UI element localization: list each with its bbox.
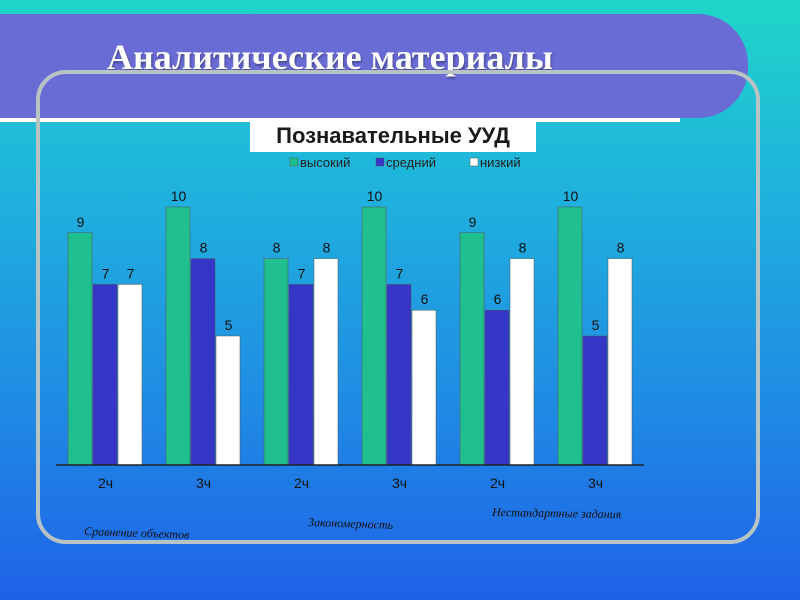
value-label-низкий-1: 7	[127, 265, 135, 281]
bar-средний-2	[190, 258, 216, 466]
bar-средний-1	[92, 284, 118, 466]
legend: высокий средний низкий	[289, 155, 521, 170]
bar-средний-4	[386, 284, 412, 466]
legend-label-средний: средний	[386, 155, 436, 170]
value-label-низкий-4: 6	[421, 291, 429, 307]
title-banner: Аналитические материалы	[0, 14, 748, 122]
x-tick-labels: 2ч 3ч 2ч 3ч 2ч 3ч	[98, 475, 603, 491]
bar-высокий-1	[67, 232, 93, 466]
value-label-высокий-4: 10	[367, 188, 383, 204]
chart-title: Познавательные УУД	[276, 123, 510, 148]
value-label-средний-6: 5	[592, 317, 600, 333]
value-label-средний-4: 7	[396, 265, 404, 281]
value-label-низкий-2: 5	[225, 317, 233, 333]
value-label-высокий-1: 9	[77, 214, 85, 230]
group-label-3: Нестандартные задания	[491, 505, 622, 521]
value-label-высокий-5: 9	[469, 214, 477, 230]
x-tick-label-1: 2ч	[98, 475, 113, 491]
legend-swatch-высокий	[289, 157, 299, 167]
value-label-средний-5: 6	[494, 291, 502, 307]
bar-средний-3	[288, 284, 314, 466]
group-labels: Сравнение объектов Закономерность Нестанда…	[84, 505, 622, 542]
value-label-низкий-6: 8	[617, 240, 625, 256]
legend-swatch-низкий	[469, 157, 479, 167]
chart-title-background	[250, 120, 536, 152]
bar-высокий-6	[557, 206, 583, 466]
legend-swatch-средний	[375, 157, 385, 167]
bar-низкий-3	[313, 258, 339, 466]
group-label-2: Закономерность	[308, 515, 394, 532]
x-tick-label-2: 3ч	[196, 475, 211, 491]
value-label-средний-2: 8	[200, 240, 208, 256]
value-label-высокий-3: 8	[273, 240, 281, 256]
bar-средний-5	[484, 309, 510, 466]
x-tick-label-3: 2ч	[294, 475, 309, 491]
bar-низкий-1	[117, 284, 143, 466]
bar-низкий-6	[607, 258, 633, 466]
bars: 9 7 7 10 8 5 8 7 8 10 7 6 9 6 8 10 5 8	[67, 188, 633, 466]
x-tick-label-4: 3ч	[392, 475, 407, 491]
legend-label-низкий: низкий	[480, 155, 521, 170]
x-tick-label-6: 3ч	[588, 475, 603, 491]
x-tick-label-5: 2ч	[490, 475, 505, 491]
value-label-высокий-6: 10	[563, 188, 579, 204]
value-label-средний-1: 7	[102, 265, 110, 281]
bar-высокий-2	[165, 206, 191, 466]
bar-низкий-4	[411, 309, 437, 466]
value-label-низкий-5: 8	[519, 240, 527, 256]
value-label-высокий-2: 10	[171, 188, 187, 204]
value-label-средний-3: 7	[298, 265, 306, 281]
group-label-1: Сравнение объектов	[84, 524, 190, 542]
bar-высокий-5	[459, 232, 485, 466]
bar-средний-6	[582, 335, 608, 466]
bar-низкий-5	[509, 258, 535, 466]
bar-высокий-4	[361, 206, 387, 466]
content-frame	[36, 70, 760, 544]
bar-высокий-3	[263, 258, 289, 466]
bar-низкий-2	[215, 335, 241, 466]
legend-label-высокий: высокий	[300, 155, 350, 170]
value-label-низкий-3: 8	[323, 240, 331, 256]
